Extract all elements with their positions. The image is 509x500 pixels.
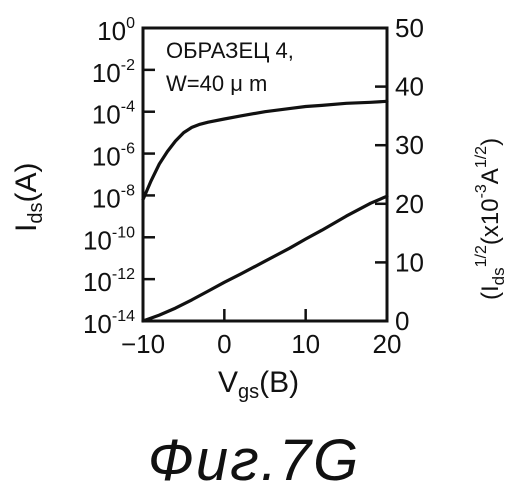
y-left-tick-label: 10-4	[92, 99, 135, 130]
y-left-tick-label: 10-8	[92, 182, 135, 213]
series-sqrt-ids-curve	[143, 196, 387, 321]
annotation-line-1: ОБРАЗЕЦ 4,	[166, 38, 294, 63]
y-left-tick-label: 10-2	[92, 57, 135, 88]
y-left-axis-title: Ids(A)	[10, 163, 47, 232]
y-left-tick-label: 10-10	[83, 224, 135, 255]
x-tick-label: 20	[373, 329, 402, 359]
y-right-tick-label: 10	[395, 247, 424, 277]
y-right-axis: 01020304050	[375, 13, 424, 336]
y-left-tick-label: 10-6	[92, 141, 135, 172]
x-tick-label: 10	[291, 329, 320, 359]
y-right-tick-label: 40	[395, 72, 424, 102]
y-right-axis-title: (Ids1/2(x10-3A1/2)	[473, 138, 508, 300]
annotation-line-2: W=40 μ m	[166, 71, 267, 96]
x-axis-title: Vgs(В)	[218, 366, 299, 403]
y-right-tick-label: 30	[395, 130, 424, 160]
y-right-tick-label: 50	[395, 13, 424, 43]
x-axis: −10 0 10 20	[121, 309, 402, 359]
y-right-tick-label: 20	[395, 189, 424, 219]
y-left-tick-label: 10-12	[83, 266, 135, 297]
series-layer	[143, 101, 387, 321]
y-left-tick-label: 100	[97, 15, 135, 46]
x-tick-label: −10	[121, 329, 165, 359]
x-tick-label: 0	[217, 329, 231, 359]
series-ids-log-curve	[143, 101, 387, 199]
figure-caption: Фиг.7G	[148, 428, 360, 493]
